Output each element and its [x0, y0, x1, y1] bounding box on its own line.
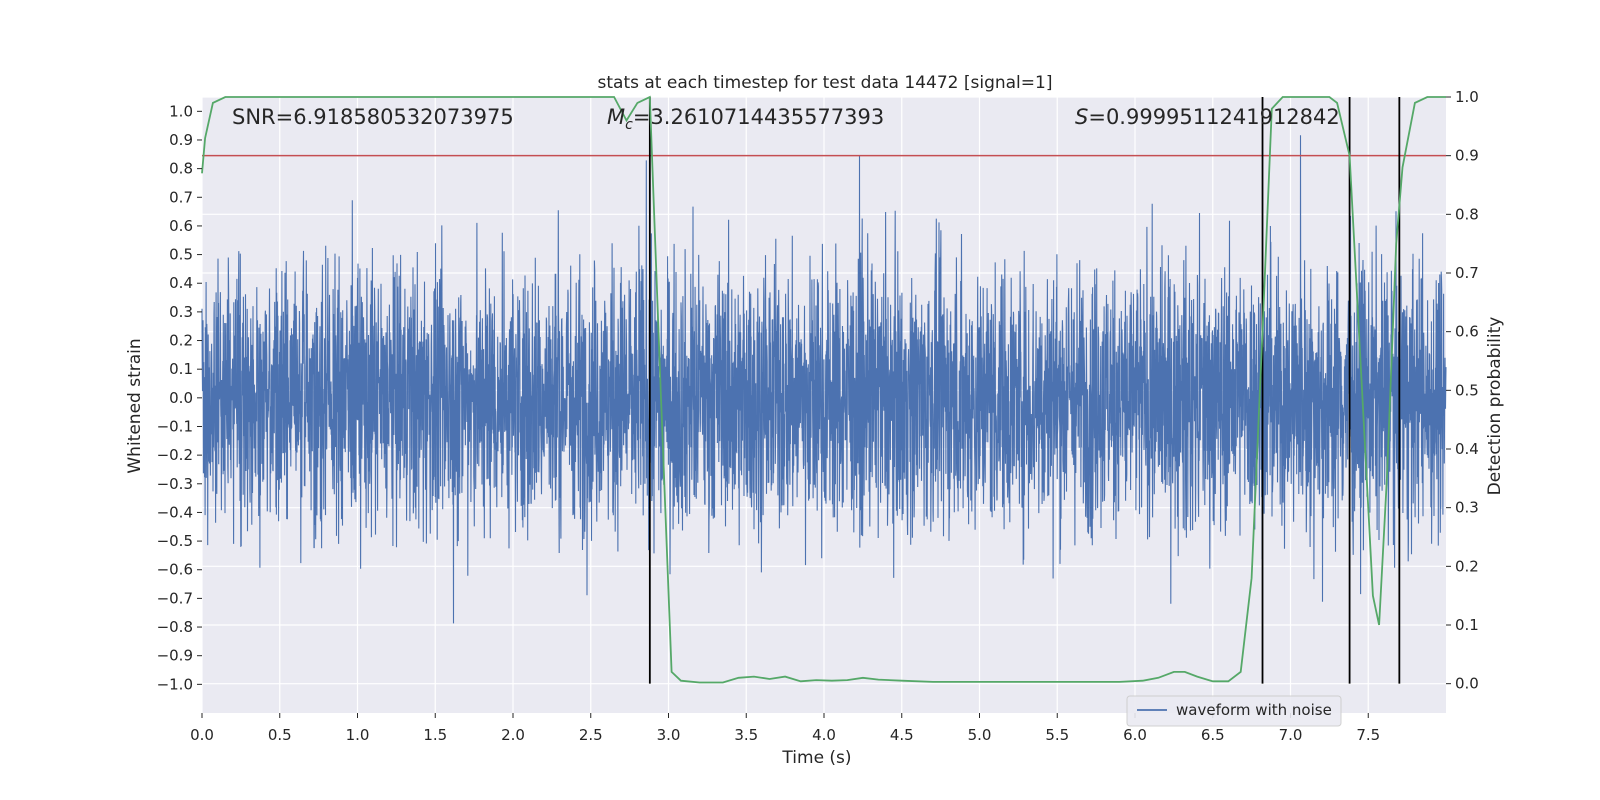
y-tick-label-left: 0.0 — [169, 389, 193, 407]
x-tick-label: 4.5 — [890, 726, 914, 744]
y-tick-label-left: 0.1 — [169, 360, 193, 378]
y-axis-label-left: Whitened strain — [125, 338, 145, 473]
x-tick-label: 5.5 — [1045, 726, 1069, 744]
x-tick-label: 1.5 — [423, 726, 447, 744]
chirp-mass-symbol: M — [607, 105, 625, 129]
y-tick-label-left: −0.9 — [157, 647, 193, 665]
score-symbol: S — [1075, 105, 1088, 129]
y-tick-label-left: −0.5 — [157, 532, 193, 550]
x-tick-label: 2.5 — [579, 726, 603, 744]
y-tick-label-left: −1.0 — [157, 675, 193, 693]
y-tick-label-left: 0.3 — [169, 303, 193, 321]
chirp-mass-subscript: c — [625, 117, 633, 133]
y-tick-label-left: −0.2 — [157, 446, 193, 464]
y-axis-label-right: Detection probability — [1485, 317, 1505, 496]
snr-annotation: SNR=6.918580532073975 — [232, 105, 514, 129]
x-tick-label: 7.5 — [1356, 726, 1380, 744]
y-tick-label-right: 0.3 — [1455, 499, 1479, 517]
y-tick-label-right: 0.9 — [1455, 147, 1479, 165]
x-tick-label: 2.0 — [501, 726, 525, 744]
y-tick-label-left: 0.8 — [169, 160, 193, 178]
y-tick-label-right: 0.7 — [1455, 264, 1479, 282]
waveform-series — [201, 135, 1447, 624]
y-tick-label-left: −0.8 — [157, 618, 193, 636]
x-tick-label: 7.0 — [1279, 726, 1303, 744]
y-tick-label-left: 0.5 — [169, 246, 193, 264]
vertical-markers — [648, 97, 1401, 684]
y-tick-label-right: 0.2 — [1455, 557, 1479, 575]
y-tick-label-left: −0.1 — [157, 417, 193, 435]
x-axis-label: Time (s) — [781, 748, 851, 768]
x-tick-label: 5.0 — [968, 726, 992, 744]
x-tick-label: 1.0 — [346, 726, 370, 744]
legend-box — [1126, 695, 1342, 727]
x-ticks: 0.0 0.5 1.0 1.5 2.0 2.5 3.0 3.5 4.0 4.5 5.0 5.5 6.0 6… — [190, 713, 1380, 744]
y-tick-label-left: 0.4 — [169, 274, 193, 292]
chirp-mass-value: =3.2610714435577393 — [633, 105, 884, 129]
x-tick-label: 3.5 — [734, 726, 758, 744]
x-tick-label: 3.0 — [657, 726, 681, 744]
y-tick-label-left: −0.4 — [157, 503, 193, 521]
y-tick-label-right: 0.6 — [1455, 323, 1479, 341]
y-tick-label-left: −0.6 — [157, 561, 193, 579]
y-tick-label-left: 0.2 — [169, 332, 193, 350]
y-tick-label-left: 1.0 — [169, 102, 193, 120]
y-tick-label-left: 0.6 — [169, 217, 193, 235]
y-tick-label-right: 0.4 — [1455, 440, 1479, 458]
y-tick-label-right: 1.0 — [1455, 88, 1479, 106]
y-tick-label-right: 0.8 — [1455, 205, 1479, 223]
y-ticks-left: 1.0 0.9 0.8 0.7 0.6 0.5 0.4 0.3 0.2 0.1 0.0 −0.1 −0.… — [157, 102, 202, 693]
chart-title: stats at each timestep for test data 144… — [598, 73, 1053, 93]
y-tick-label-left: 0.9 — [169, 131, 193, 149]
x-tick-label: 6.0 — [1123, 726, 1147, 744]
y-ticks-right: 1.0 0.9 0.8 0.7 0.6 0.5 0.4 0.3 0.2 0.1 0.0 — [1446, 88, 1479, 693]
score-annotation: S=0.9999511241912842 — [1075, 105, 1340, 129]
y-tick-label-right: 0.1 — [1455, 616, 1479, 634]
y-tick-label-left: −0.7 — [157, 589, 193, 607]
x-tick-label: 0.5 — [268, 726, 292, 744]
y-tick-label-right: 0.5 — [1455, 381, 1479, 399]
x-tick-label: 6.5 — [1201, 726, 1225, 744]
chirp-mass-annotation: Mc=3.2610714435577393 — [607, 105, 884, 133]
probability-series — [201, 95, 1446, 684]
score-value: =0.9999511241912842 — [1088, 105, 1339, 129]
legend-label: waveform with noise — [1176, 701, 1332, 719]
x-tick-label: 4.0 — [812, 726, 836, 744]
y-tick-label-left: 0.7 — [169, 188, 193, 206]
legend: waveform with noise — [1126, 695, 1342, 727]
x-tick-label: 0.0 — [190, 726, 214, 744]
y-tick-label-left: −0.3 — [157, 475, 193, 493]
y-tick-label-right: 0.0 — [1455, 675, 1479, 693]
